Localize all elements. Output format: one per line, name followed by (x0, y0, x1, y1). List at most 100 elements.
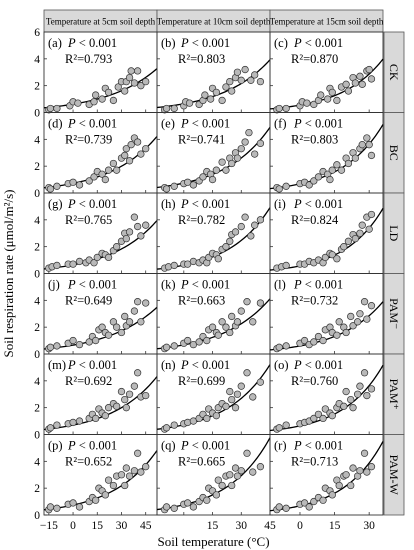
panel-label: (d) (48, 117, 63, 131)
data-point (93, 253, 101, 262)
x-tick-label: 15 (92, 520, 104, 532)
data-point (162, 424, 171, 432)
data-point (314, 332, 323, 341)
y-tick-label: 0 (34, 108, 40, 120)
data-point (222, 83, 230, 91)
data-point (358, 80, 366, 88)
x-tick-label: 15 (329, 520, 341, 532)
data-point (367, 151, 376, 160)
data-point (189, 181, 198, 189)
y-tick-label: 2 (34, 161, 40, 173)
data-point (356, 72, 364, 80)
r-squared: R²=0.699 (178, 374, 225, 388)
data-point (122, 404, 130, 412)
data-point (170, 421, 178, 429)
data-point (251, 150, 259, 158)
data-point (203, 496, 211, 504)
data-point (228, 395, 236, 404)
scatter-panel: (i) P < 0.001 R²=0.824 (269, 192, 384, 274)
data-point (367, 463, 376, 471)
data-point (112, 166, 121, 174)
data-point (256, 378, 265, 386)
data-point (222, 402, 230, 410)
data-point (335, 481, 343, 490)
scatter-panel: (q) P < 0.001 R²=0.665 (156, 434, 271, 516)
data-point (162, 185, 171, 193)
data-point (109, 96, 118, 105)
data-point (310, 177, 318, 185)
panel-frame (269, 434, 384, 516)
data-point (237, 76, 245, 84)
panel-label: (o) (274, 358, 289, 372)
x-tick-label: 45 (140, 520, 152, 532)
data-point (104, 88, 113, 97)
data-point (228, 159, 236, 168)
data-point (314, 410, 323, 419)
data-point (226, 237, 234, 245)
panel-label: (k) (161, 278, 176, 292)
data-point (319, 336, 327, 345)
data-point (367, 210, 376, 219)
data-point (353, 390, 362, 398)
x-tick-label: −15 (40, 520, 58, 532)
data-point (90, 98, 98, 106)
scatter-panel: (c) P < 0.001 R²=0.870 (269, 31, 384, 114)
data-point (256, 299, 265, 307)
data-point (137, 232, 145, 240)
y-tick-label: 2 (34, 322, 40, 334)
data-point (342, 387, 350, 396)
data-point (206, 95, 215, 103)
x-tick-label: 45 (264, 520, 276, 532)
y-tick-label: 4 (34, 295, 40, 307)
data-point (226, 387, 234, 396)
data-point (275, 185, 283, 193)
r-squared: R²=0.793 (65, 52, 112, 66)
p-value: P < 0.001 (180, 439, 230, 453)
column-header-text: Temperature at 5cm soil depth (46, 17, 156, 27)
data-point (340, 243, 348, 251)
data-point (241, 65, 249, 74)
data-point (122, 234, 130, 243)
data-point (46, 424, 55, 432)
data-point (53, 504, 61, 512)
panel-label: (q) (161, 439, 176, 453)
data-point (344, 237, 353, 245)
data-point (170, 104, 178, 113)
data-point (282, 261, 290, 270)
data-point (208, 175, 217, 184)
p-value: P < 0.001 (293, 117, 343, 131)
data-point (300, 336, 309, 345)
data-point (127, 67, 135, 75)
y-axis-title: Soil respiration rate (μmol/m²/s) (1, 190, 16, 358)
p-value: P < 0.001 (67, 36, 117, 50)
r-squared: R²=0.665 (178, 455, 225, 469)
data-point (282, 421, 290, 429)
p-value: P < 0.001 (180, 197, 230, 211)
panel-label: (n) (161, 358, 176, 372)
data-point (282, 104, 290, 113)
data-point (356, 382, 364, 390)
data-point (256, 139, 265, 148)
data-point (125, 157, 134, 165)
scatter-panel: (h) P < 0.001 R²=0.782 (156, 192, 271, 274)
data-point (75, 181, 84, 189)
data-point (314, 173, 323, 181)
data-point (127, 141, 135, 149)
data-point (69, 178, 77, 186)
data-point (226, 471, 234, 479)
data-point (256, 77, 265, 86)
data-point (46, 503, 55, 511)
data-point (208, 323, 217, 331)
data-point (222, 166, 230, 174)
data-point (243, 449, 251, 457)
data-point (237, 382, 245, 390)
scatter-panel: (f) P < 0.001 R²=0.803 (269, 112, 384, 194)
data-point (231, 228, 240, 236)
p-value: P < 0.001 (180, 278, 230, 292)
data-point (226, 328, 234, 337)
data-point (137, 318, 145, 326)
row-label-text: PAM⁺ (387, 379, 401, 410)
data-point (333, 96, 341, 105)
data-point (356, 467, 364, 475)
